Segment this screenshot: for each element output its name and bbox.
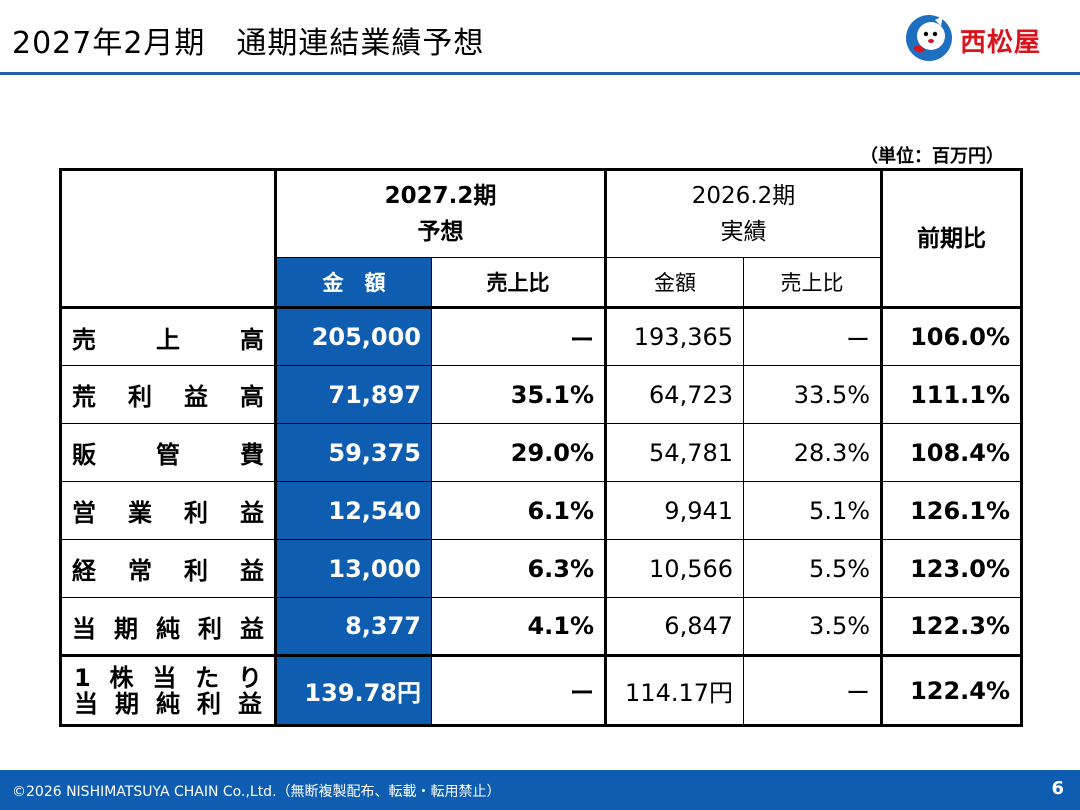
actual-label: 実績 <box>720 219 767 245</box>
actual-amount: 10,566 <box>605 539 745 598</box>
row-label: 売上高 <box>59 306 277 366</box>
eps-forecast-ratio: ー <box>430 654 608 727</box>
actual-ratio-header: 売上比 <box>743 257 884 308</box>
actual-period: 2026.2期 <box>691 183 796 209</box>
yoy-value: 106.0% <box>881 306 1024 366</box>
forecast-ratio: 6.1% <box>430 481 608 540</box>
table-row: 営業利益 12,540 6.1% 9,941 5.1% 126.1% <box>59 481 1024 540</box>
table-row: 販管費 59,375 29.0% 54,781 28.3% 108.4% <box>59 423 1024 482</box>
page-number: 6 <box>1051 778 1064 799</box>
corner-cell <box>59 168 277 308</box>
title-divider <box>0 72 1080 75</box>
forecast-ratio: 4.1% <box>430 597 608 656</box>
eps-yoy-value: 122.4% <box>881 654 1024 727</box>
actual-ratio: 3.5% <box>743 597 884 656</box>
table-row: 当期純利益 8,377 4.1% 6,847 3.5% 122.3% <box>59 597 1024 656</box>
row-label: 営業利益 <box>59 481 277 540</box>
forecast-amount: 13,000 <box>275 539 432 598</box>
forecast-amount: 205,000 <box>275 306 432 366</box>
forecast-amount: 8,377 <box>275 597 432 656</box>
table-row: 経常利益 13,000 6.3% 10,566 5.5% 123.0% <box>59 539 1024 598</box>
actual-ratio: 33.5% <box>743 365 884 424</box>
yoy-value: 123.0% <box>881 539 1024 598</box>
forecast-amount: 71,897 <box>275 365 432 424</box>
table-row: 荒利益高 71,897 35.1% 64,723 33.5% 111.1% <box>59 365 1024 424</box>
forecast-amount: 59,375 <box>275 423 432 482</box>
forecast-period: 2027.2期 <box>384 183 497 209</box>
actual-ratio: 28.3% <box>743 423 884 482</box>
yoy-value: 108.4% <box>881 423 1024 482</box>
unit-note: （単位：百万円） <box>860 146 1004 167</box>
forecast-amount-header: 金 額 <box>275 257 432 308</box>
yoy-value: 111.1% <box>881 365 1024 424</box>
yoy-value: 122.3% <box>881 597 1024 656</box>
actual-amount: 6,847 <box>605 597 745 656</box>
company-logo: 西松屋 <box>905 14 1055 62</box>
row-label: 経常利益 <box>59 539 277 598</box>
eps-actual-amount: 114.17円 <box>605 654 745 727</box>
copyright-text: ©2026 NISHIMATSUYA CHAIN Co.,Ltd.（無断複製配布… <box>12 784 501 800</box>
forecast-label: 予想 <box>417 219 464 245</box>
row-label: 当期純利益 <box>59 597 277 656</box>
eps-actual-ratio: ー <box>743 654 884 727</box>
actual-ratio: ー <box>743 306 884 366</box>
forecast-ratio: 29.0% <box>430 423 608 482</box>
page-title: 2027年2月期 通期連結業績予想 <box>12 26 485 61</box>
actual-header: 2026.2期 実績 <box>605 168 884 258</box>
row-label: 販管費 <box>59 423 277 482</box>
logo-text: 西松屋 <box>960 28 1042 58</box>
forecast-ratio: 35.1% <box>430 365 608 424</box>
yoy-value: 126.1% <box>881 481 1024 540</box>
forecast-amount: 12,540 <box>275 481 432 540</box>
actual-ratio: 5.1% <box>743 481 884 540</box>
actual-amount: 54,781 <box>605 423 745 482</box>
actual-amount: 64,723 <box>605 365 745 424</box>
yoy-header: 前期比 <box>881 168 1024 308</box>
row-label: 荒利益高 <box>59 365 277 424</box>
footer-bar: ©2026 NISHIMATSUYA CHAIN Co.,Ltd.（無断複製配布… <box>0 770 1080 810</box>
actual-amount: 193,365 <box>605 306 745 366</box>
forecast-ratio: 6.3% <box>430 539 608 598</box>
eps-forecast-amount: 139.78円 <box>275 654 432 727</box>
forecast-ratio: ー <box>430 306 608 366</box>
actual-amount-header: 金額 <box>605 257 745 308</box>
actual-ratio: 5.5% <box>743 539 884 598</box>
table-row: 売上高 205,000 ー 193,365 ー 106.0% <box>59 306 1024 366</box>
mascot-logo-icon <box>906 15 952 61</box>
forecast-table: 2027.2期 予想 2026.2期 実績 前期比 金 額 売上比 金額 売上比… <box>59 168 1024 727</box>
actual-amount: 9,941 <box>605 481 745 540</box>
forecast-header: 2027.2期 予想 <box>274 168 608 258</box>
forecast-ratio-header: 売上比 <box>430 257 608 308</box>
